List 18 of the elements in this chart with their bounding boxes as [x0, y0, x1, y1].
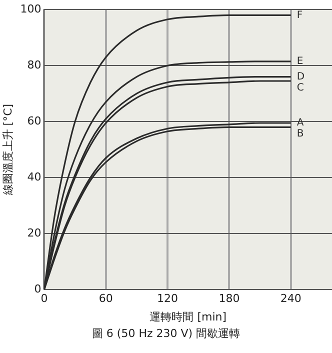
- x-tick-label: 120: [157, 292, 178, 306]
- y-tick-label: 0: [34, 282, 42, 296]
- x-tick-label: 60: [98, 292, 113, 306]
- y-tick-label: 20: [27, 226, 42, 240]
- series-label: C: [296, 82, 304, 94]
- y-tick-label: 80: [27, 58, 42, 72]
- x-tick-label: 240: [280, 292, 302, 306]
- y-tick-label: 60: [27, 114, 42, 128]
- x-tick-label: 180: [218, 292, 240, 306]
- y-axis-title: 線圈溫度上升 [°C]: [1, 104, 14, 196]
- series-label: D: [296, 71, 305, 82]
- series-label: B: [296, 128, 304, 140]
- series-label: F: [296, 10, 303, 21]
- caption: 圖 6 (50 Hz 230 V) 間歇運轉: [90, 326, 242, 341]
- x-axis-title: 運轉時間 [min]: [150, 310, 227, 324]
- y-tick-label: 100: [20, 2, 42, 16]
- series-label: E: [296, 56, 304, 67]
- y-tick-label: 40: [27, 170, 42, 184]
